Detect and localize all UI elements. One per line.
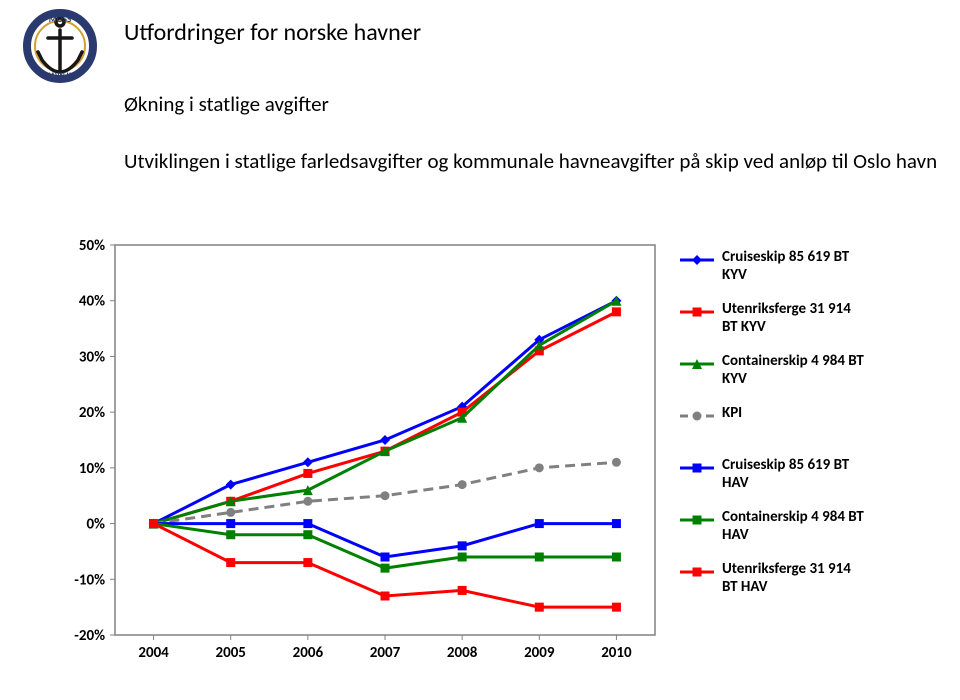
page-subtitle: Økning i statlige avgifter Utviklingen i… [124, 90, 937, 175]
svg-text:-20%: -20% [74, 627, 105, 645]
svg-text:Cruiseskip 85 619 BT: Cruiseskip 85 619 BT [722, 248, 850, 266]
svg-text:10%: 10% [79, 460, 105, 478]
svg-text:2005: 2005 [216, 644, 246, 662]
svg-text:30%: 30% [79, 348, 105, 366]
svg-text:HAV: HAV [722, 474, 749, 492]
svg-text:Cruiseskip 85 619 BT: Cruiseskip 85 619 BT [722, 456, 850, 474]
svg-text:-10%: -10% [74, 571, 105, 589]
svg-text:HAV: HAV [722, 526, 749, 544]
svg-text:BT HAV: BT HAV [722, 578, 768, 596]
line-chart: -20% -10% 0% 10% 20% 30% 40% 50% 2004 2005 2006 200… [50, 235, 920, 675]
svg-text:Containerskip 4 984 BT: Containerskip 4 984 BT [722, 352, 864, 370]
moss-havn-logo: MOSS HAVN KF [18, 8, 102, 98]
svg-text:2004: 2004 [138, 644, 169, 662]
svg-text:Utenriksferge 31 914: Utenriksferge 31 914 [722, 560, 851, 578]
svg-text:40%: 40% [79, 293, 105, 311]
svg-text:2007: 2007 [370, 644, 401, 662]
svg-text:2006: 2006 [293, 644, 324, 662]
svg-text:MOSS: MOSS [49, 14, 71, 25]
svg-text:20%: 20% [79, 404, 105, 422]
svg-text:0%: 0% [86, 516, 105, 534]
svg-text:50%: 50% [79, 237, 105, 255]
svg-text:KYV: KYV [722, 370, 747, 388]
svg-text:KPI: KPI [722, 404, 742, 422]
svg-text:Utenriksferge 31 914: Utenriksferge 31 914 [722, 300, 851, 318]
svg-text:Containerskip 4 984 BT: Containerskip 4 984 BT [722, 508, 864, 526]
svg-text:HAVN KF: HAVN KF [45, 71, 75, 81]
page-title: Utfordringer for norske havner [124, 18, 421, 47]
svg-text:2009: 2009 [524, 644, 555, 662]
svg-text:BT KYV: BT KYV [722, 318, 766, 336]
svg-text:2008: 2008 [447, 644, 478, 662]
svg-text:2010: 2010 [601, 644, 632, 662]
svg-text:KYV: KYV [722, 266, 747, 284]
